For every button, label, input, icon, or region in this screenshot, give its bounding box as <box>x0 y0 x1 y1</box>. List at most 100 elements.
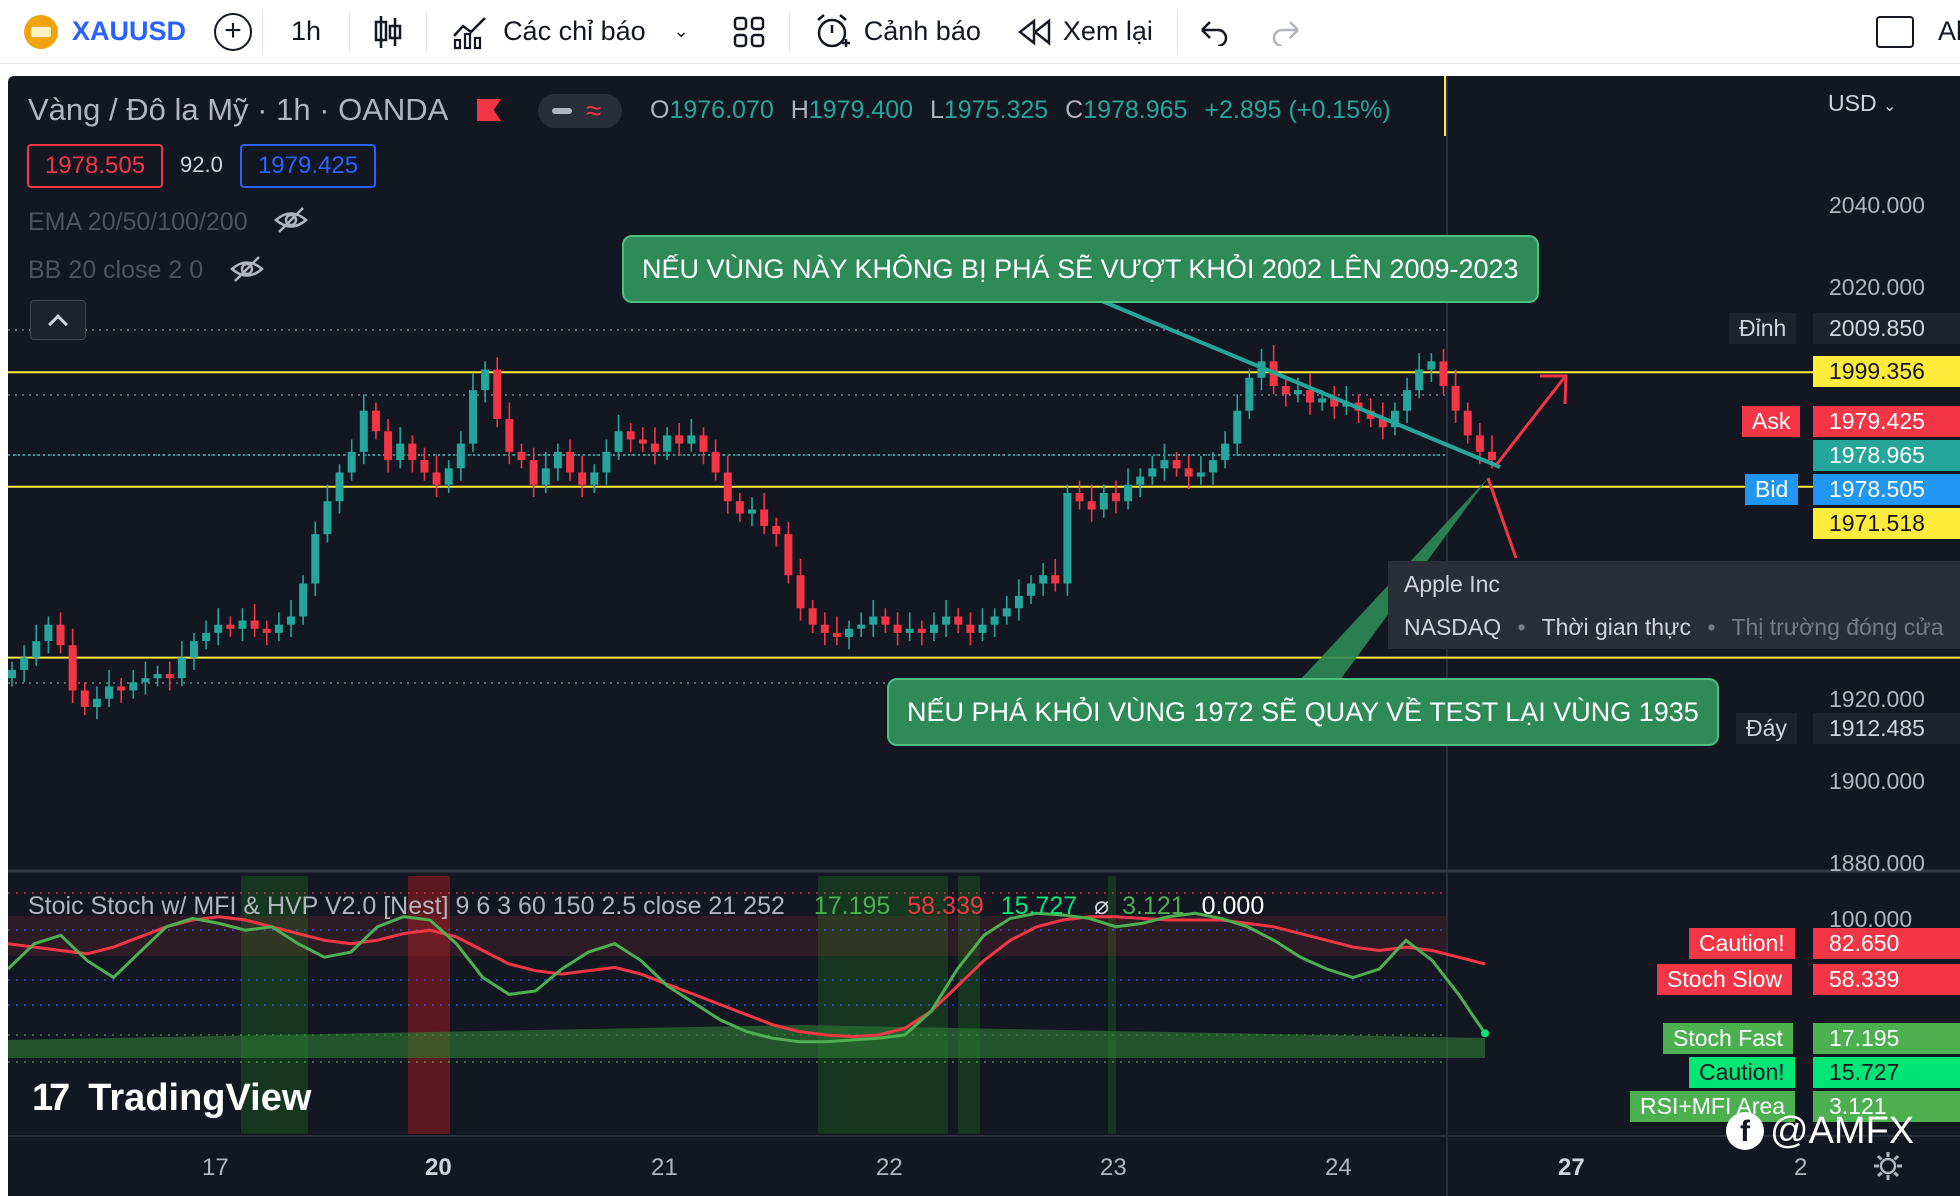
candle <box>347 439 356 481</box>
candle <box>893 612 902 646</box>
candle <box>1208 451 1217 485</box>
candle <box>966 612 975 646</box>
candle <box>1051 558 1060 592</box>
annotation-bottom[interactable]: NẾU PHÁ KHỎI VÙNG 1972 SẼ QUAY VỀ TEST L… <box>887 678 1719 746</box>
candle <box>1245 369 1254 419</box>
candle <box>1172 451 1181 477</box>
candle <box>772 517 781 547</box>
tooltip-exchange: NASDAQ <box>1404 614 1502 640</box>
candle <box>1463 402 1472 444</box>
candle <box>1451 369 1460 424</box>
candle <box>1002 595 1011 625</box>
watermark-text: TradingView <box>88 1076 312 1119</box>
account-menu[interactable]: Al <box>1938 16 1960 46</box>
candle <box>493 357 502 428</box>
alerts-button[interactable]: Cảnh báo <box>790 0 1005 64</box>
candle <box>614 414 623 461</box>
undo-button[interactable] <box>1178 0 1250 64</box>
grid-icon <box>733 16 764 47</box>
osc-stoch-slow-value: 58.339 <box>1813 964 1960 995</box>
candle <box>1136 468 1145 498</box>
chevron-up-icon <box>48 314 68 334</box>
candle <box>323 484 332 543</box>
up-arrow-head <box>1540 374 1568 405</box>
candles-icon <box>374 15 402 48</box>
credit-text: @AMFX <box>1770 1109 1915 1152</box>
price-tick: 1880.000 <box>1829 850 1925 876</box>
candle <box>384 418 393 473</box>
candle <box>262 620 271 646</box>
high-label: H <box>790 96 809 124</box>
undo-icon <box>1201 20 1228 46</box>
redo-icon <box>1272 20 1299 46</box>
templates-button[interactable] <box>709 0 789 64</box>
candle <box>420 447 429 481</box>
candle <box>214 608 223 646</box>
sell-button[interactable]: 1978.505 <box>27 144 163 188</box>
candle <box>468 373 477 452</box>
low-price-label: Đáy <box>1736 713 1797 744</box>
candle <box>117 678 126 703</box>
change-value: +2.895 (+0.15%) <box>1204 96 1391 124</box>
annotation-top[interactable]: NẾU VÙNG NÀY KHÔNG BỊ PHÁ SẼ VƯỢT KHỎI 2… <box>622 235 1539 303</box>
candle <box>177 641 186 687</box>
time-tick: 17 <box>202 1154 229 1181</box>
fullscreen-button[interactable] <box>1852 0 1938 64</box>
buy-button[interactable]: 1979.425 <box>240 144 376 188</box>
candle <box>32 624 41 666</box>
candle <box>517 443 526 469</box>
candle <box>566 439 575 481</box>
legend-toggle[interactable]: ≈ <box>538 94 622 128</box>
time-tick: 23 <box>1100 1154 1127 1181</box>
candle <box>1014 579 1023 621</box>
symbol-search[interactable]: XAUUSD <box>0 0 204 64</box>
indicators-button[interactable]: Các chỉ báo ⌄ <box>427 0 709 64</box>
ema-indicator-label[interactable]: EMA 20/50/100/200 <box>28 208 248 236</box>
alarm-clock-icon <box>816 13 850 47</box>
eye-hidden-icon[interactable] <box>230 254 264 284</box>
candle <box>869 599 878 637</box>
candle <box>444 460 453 493</box>
candle <box>590 464 599 493</box>
currency-selector[interactable]: USD ⌄ <box>1828 90 1896 117</box>
credit-watermark: f @AMFX <box>1726 1106 1914 1156</box>
up-arrow-line <box>1495 377 1566 465</box>
candle <box>626 423 635 452</box>
candle <box>760 493 769 535</box>
candle <box>1039 562 1048 596</box>
candle <box>105 669 114 707</box>
candle <box>311 521 320 596</box>
symbol-name: XAUUSD <box>72 16 187 46</box>
chevron-down-icon: ⌄ <box>1882 98 1897 115</box>
replay-button[interactable]: Xem lại <box>1005 0 1177 64</box>
candle <box>1099 484 1108 518</box>
redo-button[interactable] <box>1250 0 1322 64</box>
open-value: 1976.070 <box>669 96 774 124</box>
candle <box>1148 455 1157 485</box>
bb-indicator-label[interactable]: BB 20 close 2 0 <box>28 256 204 284</box>
chart-type-button[interactable] <box>350 0 426 64</box>
candle <box>942 599 951 637</box>
candle <box>820 612 829 646</box>
osc-value-area: 3.121 <box>1122 892 1185 920</box>
candle <box>784 521 793 584</box>
eye-hidden-icon[interactable] <box>274 205 308 235</box>
price-tick: 2040.000 <box>1829 192 1925 218</box>
tooltip-details: NASDAQ • Thời gian thực • Thị trường đón… <box>1404 614 1944 640</box>
ask-price-value: 1979.425 <box>1813 406 1960 437</box>
candle <box>978 608 987 642</box>
tooltip-market-status: Thị trường đóng cửa <box>1731 614 1944 640</box>
candle <box>396 427 405 469</box>
candle <box>1390 402 1399 436</box>
collapse-legend-button[interactable] <box>30 300 86 340</box>
rewind-icon <box>1017 17 1051 46</box>
candle <box>905 612 914 642</box>
time-tick: 27 <box>1558 1154 1585 1181</box>
settings-gear-icon[interactable] <box>1872 1150 1904 1182</box>
compare-button[interactable]: + <box>204 0 262 64</box>
flag-icon[interactable] <box>477 99 501 121</box>
interval-button[interactable]: 1h <box>291 16 322 46</box>
candle <box>250 604 259 637</box>
candle <box>735 493 744 522</box>
oscillator-title[interactable]: Stoic Stoch w/ MFI & HVP V2.0 [Nest] 9 6… <box>28 892 785 920</box>
